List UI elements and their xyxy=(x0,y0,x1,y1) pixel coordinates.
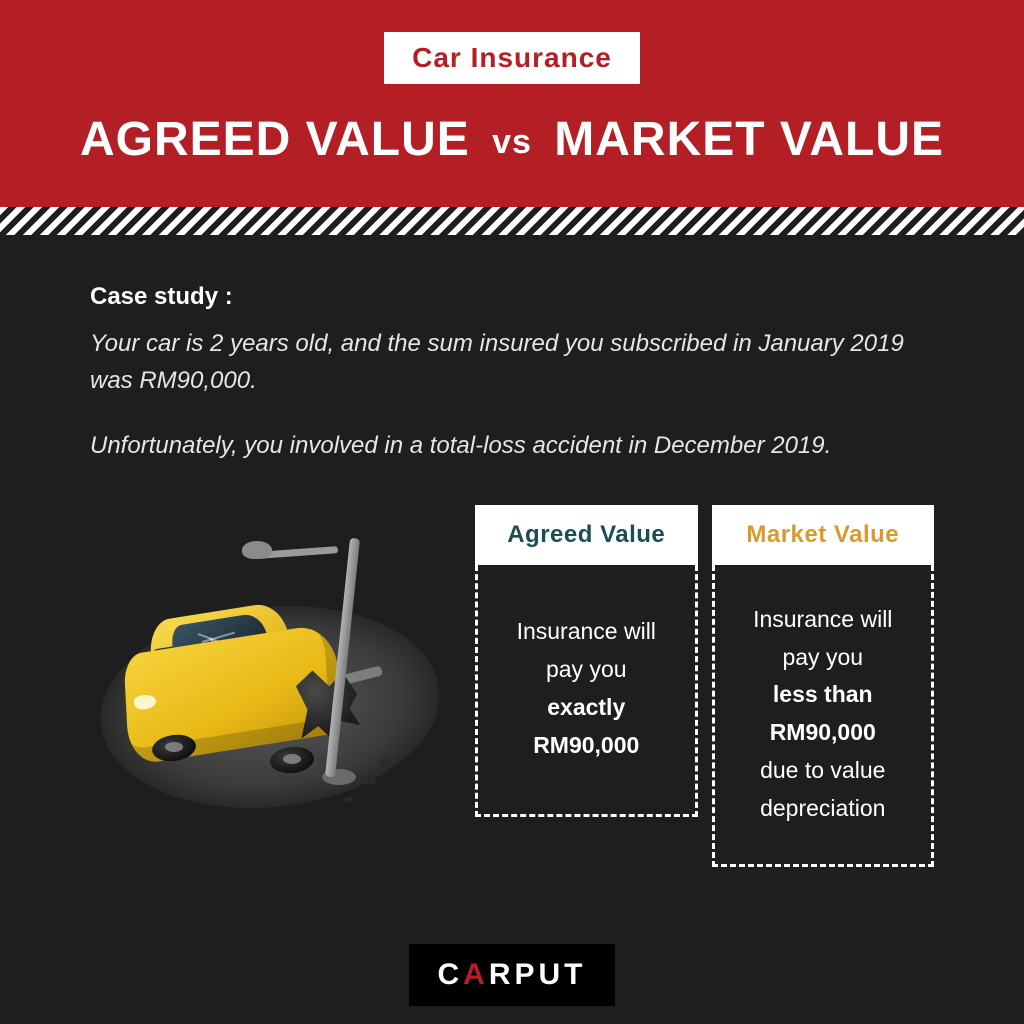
divider-stripe xyxy=(0,207,1024,235)
car-hub-front xyxy=(165,742,183,752)
case-study-label: Case study : xyxy=(90,283,934,311)
main-title: AGREED VALUE vs MARKET VALUE xyxy=(0,112,1024,167)
content: Case study : Your car is 2 years old, an… xyxy=(0,235,1024,867)
debris xyxy=(345,797,353,802)
comparison-cards: Agreed Value Insurance will pay you exac… xyxy=(475,505,934,868)
brand-logo: CARPUT xyxy=(409,944,614,1006)
lamp-head xyxy=(242,541,272,559)
market-value-body: Insurance will pay you less than RM90,00… xyxy=(712,565,935,868)
logo-post: RPUT xyxy=(489,958,587,991)
market-body-pre: Insurance will pay you xyxy=(753,606,892,670)
case-study-p2: Unfortunately, you involved in a total-l… xyxy=(90,427,934,464)
title-right: MARKET VALUE xyxy=(554,113,944,166)
agreed-body-bold: exactly RM90,000 xyxy=(533,694,639,758)
title-vs: vs xyxy=(492,123,532,161)
agreed-value-card: Agreed Value Insurance will pay you exac… xyxy=(475,505,698,868)
agreed-value-body: Insurance will pay you exactly RM90,000 xyxy=(475,565,698,817)
market-body-post: due to value depreciation xyxy=(760,757,885,821)
car-crash-illustration xyxy=(90,547,455,857)
comparison-row: Agreed Value Insurance will pay you exac… xyxy=(90,505,934,868)
header: Car Insurance AGREED VALUE vs MARKET VAL… xyxy=(0,0,1024,207)
logo-accent: A xyxy=(463,958,489,991)
car-hub-rear xyxy=(283,754,301,764)
category-badge: Car Insurance xyxy=(384,32,640,84)
logo-pre: C xyxy=(437,958,463,991)
title-left: AGREED VALUE xyxy=(80,113,470,166)
market-value-card: Market Value Insurance will pay you less… xyxy=(712,505,935,868)
market-body-bold: less than RM90,000 xyxy=(770,681,876,745)
case-study-p1: Your car is 2 years old, and the sum ins… xyxy=(90,325,934,399)
agreed-body-pre: Insurance will pay you xyxy=(517,618,656,682)
footer: CARPUT xyxy=(0,944,1024,1024)
market-value-title: Market Value xyxy=(712,505,935,565)
agreed-value-title: Agreed Value xyxy=(475,505,698,565)
